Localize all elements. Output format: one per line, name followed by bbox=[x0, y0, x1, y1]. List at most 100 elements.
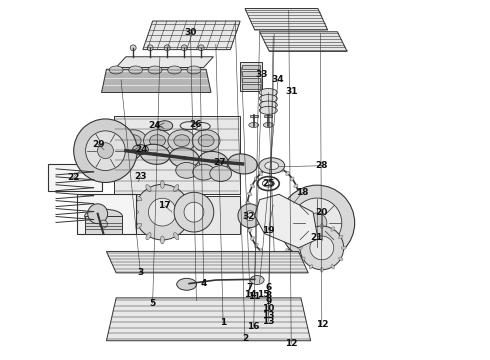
Ellipse shape bbox=[249, 122, 259, 127]
Text: 31: 31 bbox=[285, 87, 297, 96]
Polygon shape bbox=[245, 9, 328, 30]
Ellipse shape bbox=[245, 220, 250, 223]
Text: 28: 28 bbox=[316, 161, 328, 170]
Polygon shape bbox=[255, 194, 318, 248]
Circle shape bbox=[307, 213, 327, 233]
Text: 30: 30 bbox=[184, 28, 196, 37]
Ellipse shape bbox=[298, 211, 303, 213]
Bar bbox=[48, 164, 101, 191]
Polygon shape bbox=[143, 21, 240, 50]
Ellipse shape bbox=[186, 210, 194, 214]
Ellipse shape bbox=[99, 220, 107, 228]
Ellipse shape bbox=[264, 252, 268, 257]
Ellipse shape bbox=[286, 248, 290, 253]
Circle shape bbox=[98, 143, 113, 159]
Ellipse shape bbox=[146, 185, 151, 192]
Ellipse shape bbox=[275, 254, 278, 259]
Ellipse shape bbox=[320, 224, 323, 229]
Ellipse shape bbox=[265, 162, 279, 170]
Polygon shape bbox=[114, 116, 240, 194]
Text: 5: 5 bbox=[149, 299, 156, 308]
Text: 13: 13 bbox=[262, 311, 274, 320]
Ellipse shape bbox=[168, 66, 181, 74]
Ellipse shape bbox=[176, 162, 197, 178]
Ellipse shape bbox=[183, 224, 190, 229]
Text: 18: 18 bbox=[296, 188, 309, 197]
Ellipse shape bbox=[259, 95, 277, 103]
Ellipse shape bbox=[339, 235, 343, 239]
Ellipse shape bbox=[170, 148, 199, 168]
Ellipse shape bbox=[286, 171, 290, 176]
Ellipse shape bbox=[177, 278, 196, 290]
Polygon shape bbox=[240, 62, 262, 91]
Circle shape bbox=[300, 226, 343, 270]
Ellipse shape bbox=[109, 66, 123, 74]
Ellipse shape bbox=[149, 135, 166, 147]
Circle shape bbox=[184, 202, 204, 222]
Circle shape bbox=[310, 236, 334, 260]
Ellipse shape bbox=[298, 201, 303, 204]
Ellipse shape bbox=[296, 229, 301, 232]
Text: 3: 3 bbox=[137, 268, 144, 277]
Ellipse shape bbox=[193, 164, 215, 180]
Text: 4: 4 bbox=[200, 279, 207, 288]
Ellipse shape bbox=[187, 66, 201, 74]
Ellipse shape bbox=[270, 165, 273, 170]
Ellipse shape bbox=[301, 257, 305, 261]
Bar bbox=[77, 194, 136, 234]
Polygon shape bbox=[260, 32, 347, 51]
Text: 12: 12 bbox=[285, 339, 297, 348]
Text: 33: 33 bbox=[256, 70, 268, 79]
Ellipse shape bbox=[132, 145, 148, 154]
Ellipse shape bbox=[85, 209, 122, 223]
Circle shape bbox=[245, 211, 255, 221]
Circle shape bbox=[135, 184, 190, 240]
Ellipse shape bbox=[210, 166, 232, 181]
Ellipse shape bbox=[281, 167, 284, 172]
Ellipse shape bbox=[264, 167, 268, 172]
Ellipse shape bbox=[173, 185, 179, 192]
Ellipse shape bbox=[331, 265, 335, 269]
Text: 19: 19 bbox=[262, 225, 275, 234]
Circle shape bbox=[74, 119, 137, 183]
Ellipse shape bbox=[247, 192, 252, 196]
Text: 15: 15 bbox=[257, 290, 270, 299]
Ellipse shape bbox=[301, 235, 305, 239]
Text: 11: 11 bbox=[248, 292, 261, 301]
Ellipse shape bbox=[174, 135, 190, 147]
Ellipse shape bbox=[296, 192, 301, 196]
Text: 20: 20 bbox=[316, 208, 328, 217]
Ellipse shape bbox=[297, 246, 302, 249]
Ellipse shape bbox=[192, 130, 220, 152]
Ellipse shape bbox=[309, 265, 313, 269]
Text: 29: 29 bbox=[92, 140, 104, 149]
Ellipse shape bbox=[298, 220, 303, 223]
Ellipse shape bbox=[339, 257, 343, 261]
Ellipse shape bbox=[250, 237, 255, 240]
Text: 14: 14 bbox=[244, 290, 256, 299]
Ellipse shape bbox=[160, 180, 164, 188]
Text: 23: 23 bbox=[134, 172, 147, 181]
Circle shape bbox=[147, 45, 153, 51]
Ellipse shape bbox=[250, 184, 255, 188]
Text: 9: 9 bbox=[265, 297, 271, 306]
Circle shape bbox=[148, 198, 176, 226]
Text: 7: 7 bbox=[246, 283, 253, 292]
Circle shape bbox=[292, 198, 342, 248]
Ellipse shape bbox=[254, 177, 258, 181]
Polygon shape bbox=[106, 251, 308, 273]
Ellipse shape bbox=[259, 171, 263, 176]
Ellipse shape bbox=[331, 227, 335, 231]
Text: 2: 2 bbox=[242, 334, 248, 343]
Text: 22: 22 bbox=[68, 173, 80, 182]
Bar bbox=[242, 65, 260, 69]
Bar bbox=[242, 84, 260, 89]
Text: 32: 32 bbox=[243, 212, 255, 221]
Ellipse shape bbox=[183, 195, 190, 201]
Ellipse shape bbox=[245, 201, 250, 204]
Ellipse shape bbox=[111, 141, 141, 161]
Polygon shape bbox=[114, 196, 240, 234]
Ellipse shape bbox=[140, 144, 170, 164]
Ellipse shape bbox=[198, 152, 228, 171]
Text: 16: 16 bbox=[247, 322, 260, 331]
